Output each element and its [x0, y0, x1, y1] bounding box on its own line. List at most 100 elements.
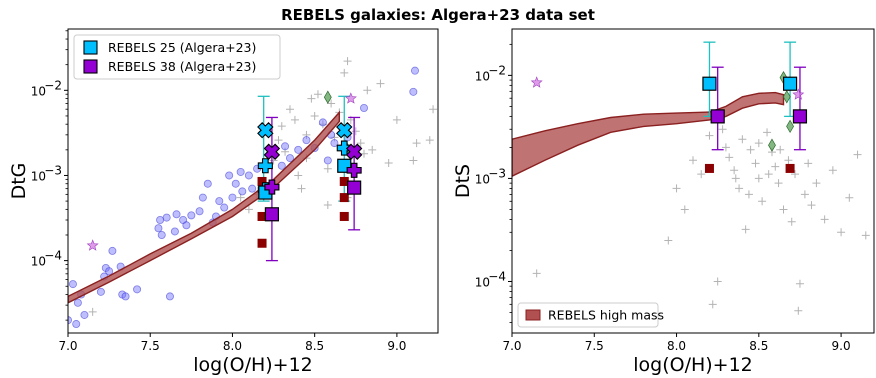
grey-cross-point [351, 127, 360, 136]
blue-scatter-point [359, 103, 368, 112]
grey-cross-point [713, 277, 722, 286]
x-tick-label: 8.0 [223, 339, 242, 353]
grey-cross-point [718, 125, 727, 134]
grey-cross-point [812, 179, 821, 188]
x-axis-label: log(O/H)+12 [633, 354, 753, 376]
grey-cross-point [744, 190, 753, 199]
legend-label: REBELS high mass [548, 308, 664, 323]
y-tick-exponent: −3 [44, 163, 62, 177]
legend-frame [517, 302, 659, 328]
grey-cross-point [735, 184, 744, 193]
y-tick-label: 10 [31, 255, 46, 269]
dark-red-square-point [339, 193, 349, 203]
grey-cross-point [689, 156, 697, 165]
y-tick-exponent: −3 [488, 166, 506, 180]
dark-red-square-point [257, 211, 267, 221]
model-band [512, 91, 785, 177]
grey-cross-point [771, 162, 780, 171]
blue-scatter-point [162, 213, 171, 222]
magenta-star-point [344, 92, 357, 104]
blue-scatter-point [72, 320, 81, 329]
grey-cross-point [294, 171, 303, 180]
green-diamond-point [768, 138, 776, 152]
x-tick-label: 8.5 [305, 339, 324, 353]
x-tick-label: 8.0 [667, 339, 686, 353]
grey-cross-point [313, 90, 322, 99]
grey-cross-point [746, 145, 755, 154]
grey-cross-point [779, 205, 788, 214]
grey-cross-point [725, 153, 734, 162]
grey-cross-point [376, 79, 385, 88]
x-axis-label: log(O/H)+12 [193, 354, 313, 376]
grey-cross-point [680, 205, 689, 214]
blue-scatter-point [225, 171, 234, 180]
rebels38-plus-point [264, 179, 280, 195]
blue-scatter-point [228, 193, 237, 202]
rebels38-x-point [263, 143, 281, 160]
blue-scatter-point [410, 66, 419, 75]
grey-cross-point [302, 130, 311, 139]
grey-cross-point [800, 190, 809, 199]
grey-cross-point [368, 145, 377, 154]
blue-scatter-point [68, 280, 77, 289]
y-tick-exponent: −2 [488, 63, 506, 77]
grey-cross-point [323, 200, 332, 209]
blue-scatter-point [236, 167, 245, 176]
grey-cross-point [741, 225, 750, 234]
grey-cross-point [730, 166, 739, 175]
blue-scatter-point [154, 224, 163, 233]
grey-cross-point [340, 68, 349, 77]
rebels38-square-point [710, 109, 725, 124]
grey-cross-point [795, 279, 804, 288]
grey-cross-point [697, 170, 706, 179]
blue-scatter-point [248, 184, 257, 193]
blue-scatter-point [277, 161, 286, 170]
rebels25-square-point [702, 76, 717, 91]
grey-cross-point [763, 128, 772, 137]
magenta-star-point [530, 76, 543, 88]
grey-cross-point [820, 215, 829, 224]
grey-cross-point [708, 300, 717, 309]
grey-cross-point [323, 164, 332, 173]
blue-scatter-point [165, 292, 174, 301]
model-band [68, 110, 340, 304]
rebels25-x-point [257, 122, 274, 139]
axes-frame [511, 28, 875, 334]
grey-cross-point [853, 150, 862, 159]
blue-scatter-point [105, 267, 114, 276]
green-diamond-point [323, 90, 332, 104]
dark-red-square-point [339, 176, 349, 186]
grey-cross-point [532, 269, 541, 278]
grey-cross-point [804, 159, 813, 168]
grey-cross-point [845, 193, 854, 202]
grey-cross-point [310, 111, 319, 120]
dtg-panel: 7.0 7.5 8.0 8.5 9.010−410−310−2log(O/H)+12Dt… [8, 28, 439, 376]
blue-scatter-point [238, 187, 247, 196]
plot-area [512, 41, 870, 315]
grey-cross-point [837, 228, 846, 237]
rebels25-square-point [782, 76, 798, 91]
blue-scatter-point [294, 145, 303, 154]
y-tick-exponent: −4 [488, 269, 506, 283]
blue-scatter-point [73, 298, 82, 307]
blue-scatter-point [170, 227, 179, 236]
blue-scatter-point [220, 203, 229, 212]
blue-scatter-point [156, 215, 165, 224]
grey-cross-point [774, 179, 783, 188]
blue-scatter-point [231, 179, 240, 188]
axes-frame [67, 28, 439, 334]
grey-cross-point [88, 307, 97, 316]
blue-scatter-point [96, 287, 105, 296]
x-tick-label: 9.0 [832, 339, 851, 353]
grey-cross-point [425, 136, 434, 145]
rebels38-square-point [347, 180, 362, 195]
blue-scatter-point [323, 156, 332, 165]
x-tick-label: 9.0 [387, 339, 406, 353]
legend-marker [83, 59, 98, 74]
legend-frame [73, 34, 281, 80]
plot-area [68, 57, 438, 329]
grey-cross-point [286, 105, 294, 114]
dark-red-square-point [704, 163, 714, 173]
grey-cross-point [764, 170, 773, 179]
